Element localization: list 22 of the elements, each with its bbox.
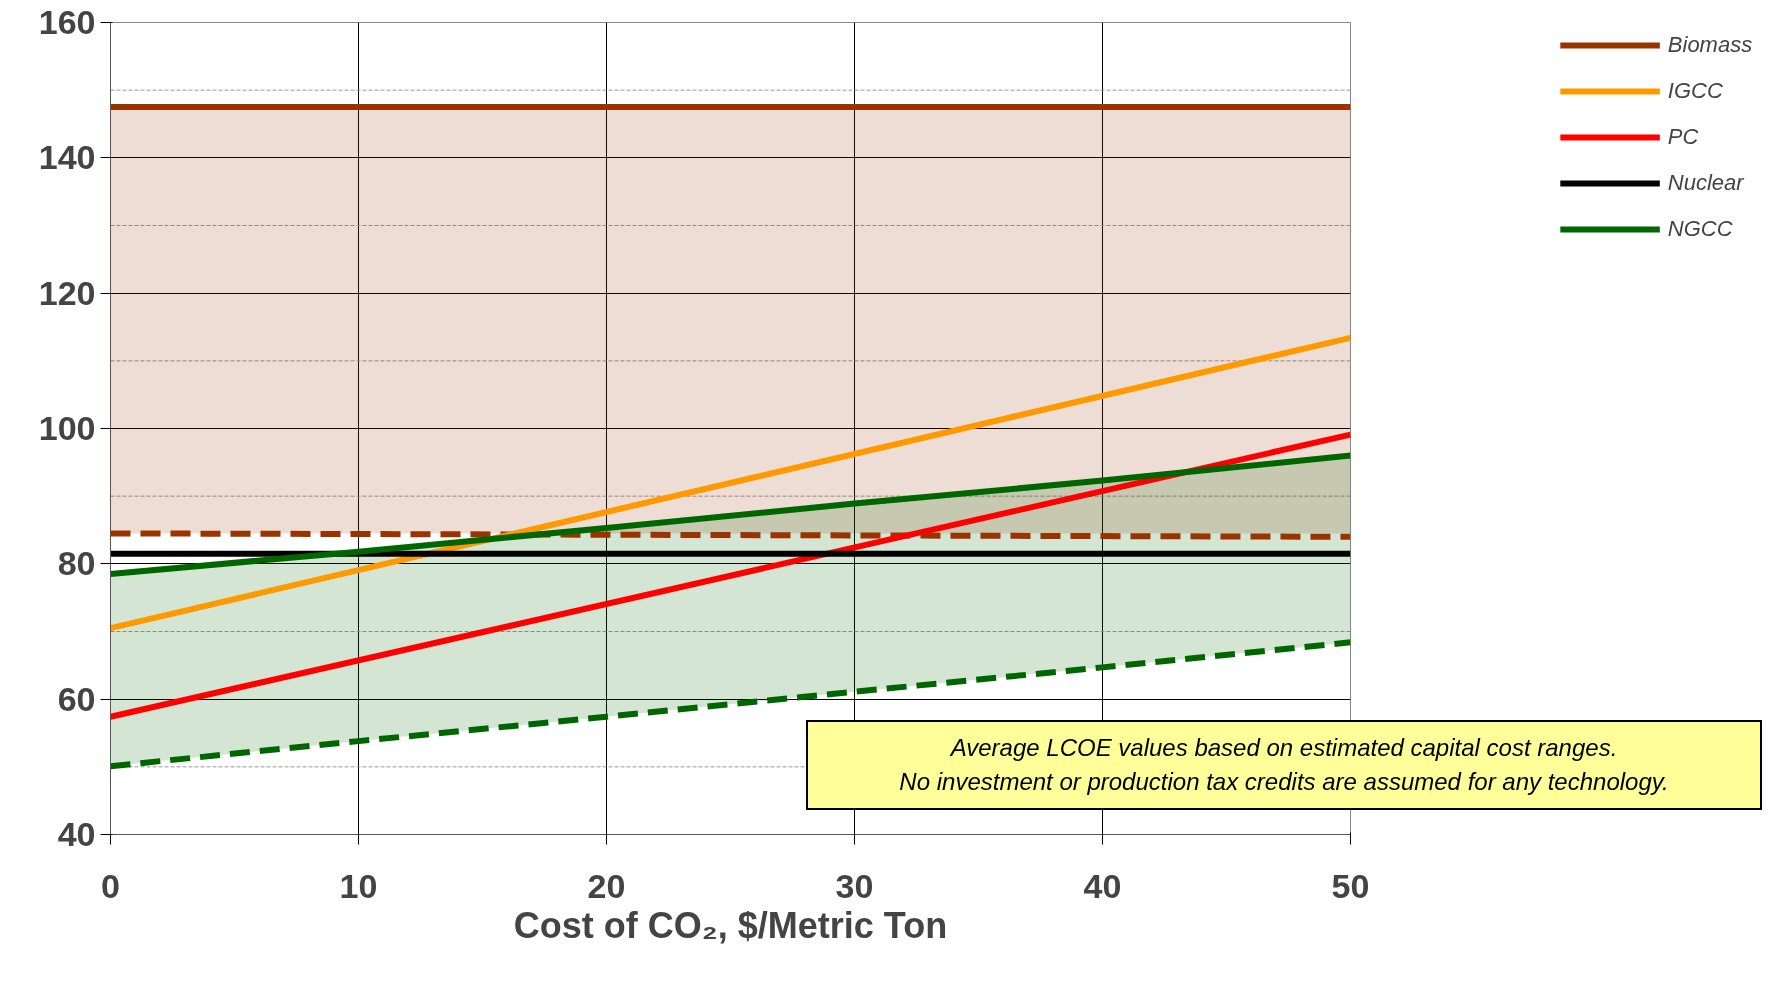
x-tick-label: 40 [1083, 866, 1122, 905]
annotation: Average LCOE values based on estimated capital cost ranges. No investment or production tax credits are assumed for any technology. [806, 720, 1762, 810]
y-tick-label: 140 [38, 138, 96, 177]
y-tick-label: 100 [38, 409, 96, 447]
x-tick-label: 30 [835, 866, 874, 905]
x-axis-title: Cost of CO₂, $/Metric Ton [513, 904, 948, 946]
legend-label: IGCC [1667, 78, 1723, 104]
y-tick-label: 160 [38, 3, 96, 41]
y-tick-label: 40 [57, 815, 96, 853]
legend-label: NGCC [1667, 216, 1733, 242]
x-tick-label: 10 [339, 866, 378, 905]
x-tick-label: 0 [101, 866, 120, 905]
legend-label: Biomass [1667, 32, 1753, 58]
y-tick-label: 60 [57, 679, 96, 718]
x-tick-label: 50 [1331, 866, 1370, 905]
annotation: No investment or production tax credits are assumed for any technology. [898, 768, 1670, 796]
legend-label: Nuclear [1667, 170, 1744, 196]
annotation: Average LCOE values based on estimated capital cost ranges. [949, 734, 1619, 762]
x-tick-label: 20 [587, 866, 626, 905]
y-tick-label: 80 [57, 544, 96, 583]
y-tick-label: 120 [38, 273, 96, 312]
legend-label: PC [1667, 124, 1699, 150]
